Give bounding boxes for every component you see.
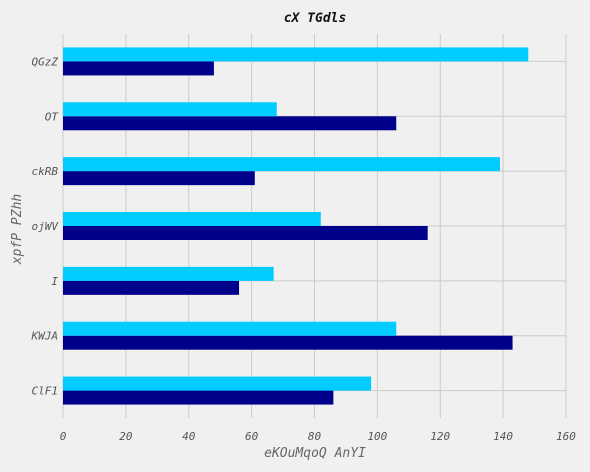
x-tick-label: 140 (493, 430, 513, 443)
bar-series-1 (63, 116, 397, 131)
y-tick-label: KWJA (31, 330, 59, 343)
bar-series-2 (63, 212, 321, 226)
y-tick-label: ojWV (32, 220, 60, 233)
y-tick-label: QGzZ (32, 55, 59, 68)
x-tick-label: 120 (430, 430, 450, 443)
bar-series-1 (63, 226, 428, 240)
bar-series-2 (63, 321, 397, 336)
y-tick-label: ClF1 (32, 385, 59, 398)
bar-series-1 (63, 390, 334, 405)
x-tick-label: 60 (245, 430, 259, 443)
x-tick-label: 40 (182, 430, 196, 443)
bars (63, 47, 529, 405)
x-tick-labels: 0 20 40 60 80 100 120 140 160 (60, 430, 577, 443)
x-tick-label: 160 (556, 430, 576, 443)
bar-series-2 (63, 102, 277, 117)
bar-series-1 (63, 61, 214, 76)
x-tick-label: 20 (119, 430, 133, 443)
x-tick-label: 0 (60, 430, 67, 443)
x-tick-label: 80 (308, 430, 322, 443)
bar-series-2 (63, 47, 529, 62)
x-tick-label: 100 (367, 430, 387, 443)
bar-series-2 (63, 376, 372, 391)
bar-series-1 (63, 280, 240, 295)
x-axis-label: eKOuMqoQ AnYI (264, 446, 366, 461)
bar-series-2 (63, 266, 274, 281)
y-tick-label: I (51, 275, 58, 288)
bar-series-1 (63, 171, 255, 186)
bar-series-1 (63, 335, 513, 350)
y-axis-label: xpfP PZhh (10, 194, 25, 265)
chart-title: cX TGdls (284, 11, 347, 26)
y-tick-label: ckRB (32, 165, 59, 178)
bar-series-2 (63, 157, 500, 172)
y-tick-label: OT (45, 110, 60, 123)
